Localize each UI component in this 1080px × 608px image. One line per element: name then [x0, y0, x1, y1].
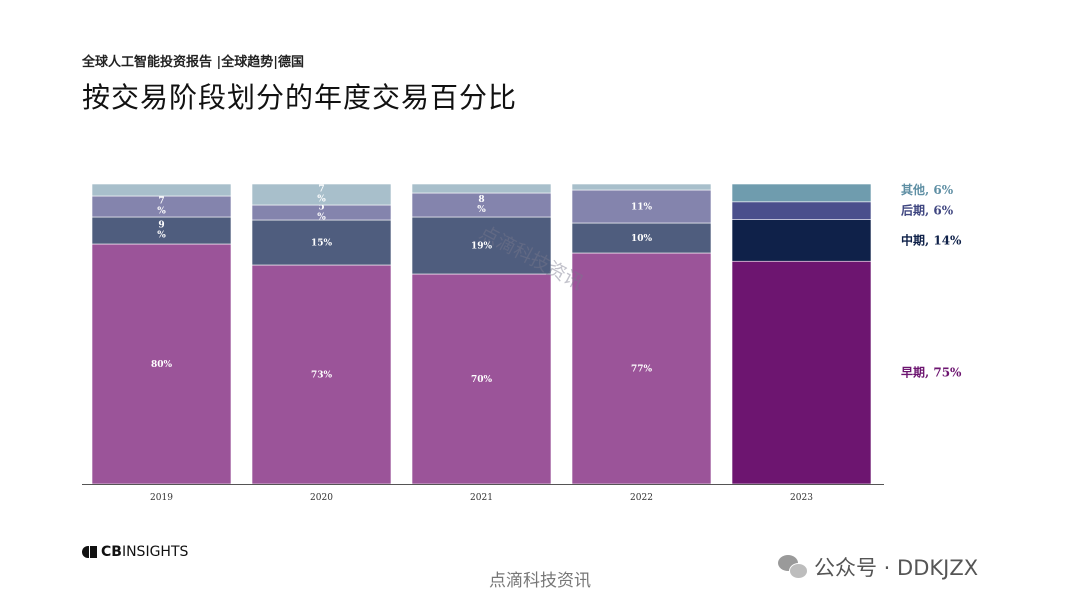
bar-mid-2019: [91, 216, 232, 245]
data-label-early-2021: 70%: [471, 375, 493, 385]
bar-mid-2020: [251, 219, 392, 266]
legend-early: 早期, 75%: [901, 365, 962, 380]
bar-mid-2023: [731, 219, 872, 262]
wechat-icon: [778, 555, 808, 579]
legend-other: 其他, 6%: [901, 182, 954, 197]
data-label-other-2020: 7%: [317, 185, 326, 205]
bar-other-2019: [91, 183, 232, 197]
bar-early-2020: [251, 264, 392, 485]
chart-title: 按交易阶段划分的年度交易百分比: [82, 81, 518, 114]
wechat-account-text: 公众号 · DDKJZX: [814, 556, 979, 580]
logo-rest: INSIGHTS: [121, 544, 189, 560]
x-tick-label-2020: 2020: [310, 493, 333, 503]
x-tick-label-2022: 2022: [630, 493, 653, 503]
x-tick-label-2019: 2019: [150, 493, 173, 503]
footer-watermark: 点滴科技资讯: [489, 571, 591, 591]
data-label-mid-2021: 19%: [471, 242, 493, 252]
bar-mid-2022: [571, 222, 712, 254]
wechat-account: 公众号 · DDKJZX: [778, 552, 978, 582]
data-label-late-2022: 11%: [631, 203, 653, 213]
bar-other-2021: [411, 183, 552, 194]
cbinsights-logo: CBINSIGHTS: [82, 544, 188, 560]
bar-early-2023: [731, 260, 872, 485]
data-label-mid-2022: 10%: [631, 234, 653, 244]
data-label-early-2020: 73%: [311, 371, 333, 381]
bar-early-2019: [91, 243, 232, 485]
bar-other-2023: [731, 183, 872, 203]
data-label-late-2021: 8%: [477, 195, 486, 215]
bar-early-2022: [571, 252, 712, 485]
bar-other-2020: [251, 183, 392, 206]
cbinsights-logo-icon: [82, 546, 97, 558]
data-label-late-2020: 5%: [317, 203, 326, 223]
logo-brand: CB: [101, 544, 122, 560]
data-label-mid-2019: 9%: [157, 221, 166, 241]
data-label-mid-2020: 15%: [311, 239, 333, 249]
bar-other-2022: [571, 183, 712, 191]
bar-late-2021: [411, 192, 552, 218]
data-label-late-2019: 7%: [157, 197, 166, 217]
legend-mid: 中期, 14%: [901, 232, 962, 247]
bar-late-2022: [571, 189, 712, 224]
bar-mid-2021: [411, 216, 552, 275]
legend-late: 后期, 6%: [901, 203, 954, 218]
bar-late-2023: [731, 201, 872, 220]
data-label-early-2022: 77%: [631, 365, 653, 375]
x-tick-label-2023: 2023: [790, 493, 813, 503]
report-subtitle: 全球人工智能投资报告 |全球趋势|德国: [82, 55, 304, 70]
x-tick-label-2021: 2021: [470, 493, 493, 503]
data-label-early-2019: 80%: [151, 360, 173, 370]
